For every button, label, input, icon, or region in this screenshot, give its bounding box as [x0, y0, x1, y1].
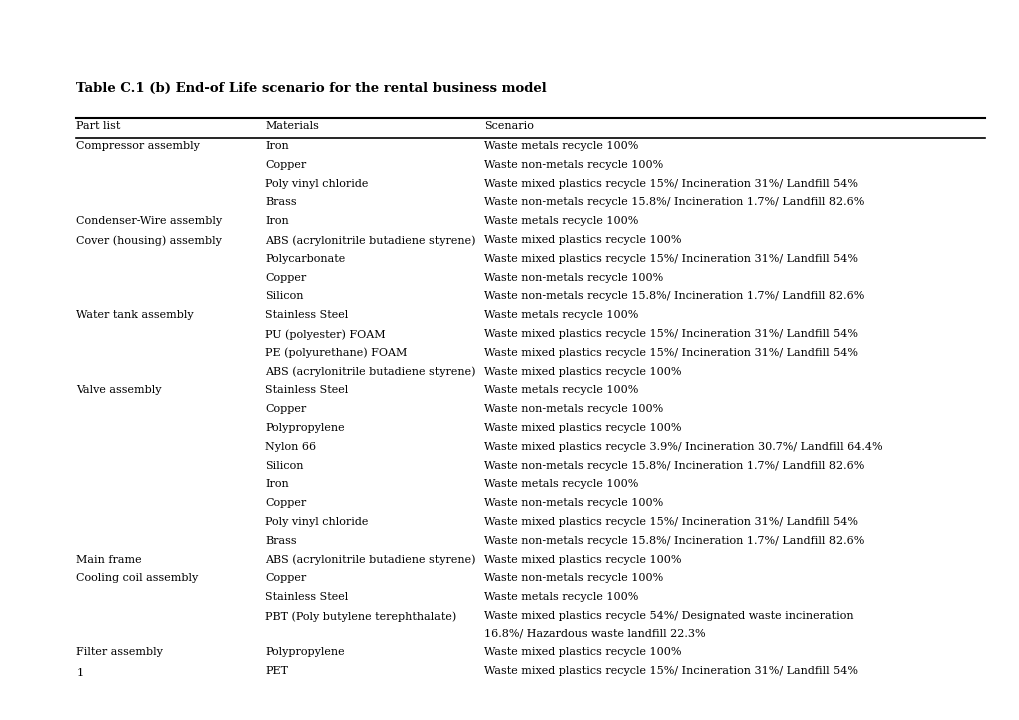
Text: Valve assembly: Valve assembly — [76, 385, 162, 395]
Text: Waste mixed plastics recycle 100%: Waste mixed plastics recycle 100% — [484, 366, 682, 377]
Text: PET: PET — [265, 666, 288, 676]
Text: Waste metals recycle 100%: Waste metals recycle 100% — [484, 310, 638, 320]
Text: Table C.1 (b) End-of Life scenario for the rental business model: Table C.1 (b) End-of Life scenario for t… — [76, 82, 547, 95]
Text: Waste non-metals recycle 100%: Waste non-metals recycle 100% — [484, 273, 663, 282]
Text: Waste metals recycle 100%: Waste metals recycle 100% — [484, 480, 638, 490]
Text: ABS (acrylonitrile butadiene styrene): ABS (acrylonitrile butadiene styrene) — [265, 235, 475, 246]
Text: Copper: Copper — [265, 404, 306, 414]
Text: Waste non-metals recycle 15.8%/ Incineration 1.7%/ Landfill 82.6%: Waste non-metals recycle 15.8%/ Incinera… — [484, 197, 864, 207]
Text: Stainless Steel: Stainless Steel — [265, 385, 348, 395]
Text: Main frame: Main frame — [76, 554, 142, 564]
Text: Iron: Iron — [265, 141, 288, 151]
Text: Copper: Copper — [265, 273, 306, 282]
Text: Waste metals recycle 100%: Waste metals recycle 100% — [484, 141, 638, 151]
Text: Waste mixed plastics recycle 15%/ Incineration 31%/ Landfill 54%: Waste mixed plastics recycle 15%/ Incine… — [484, 517, 858, 527]
Text: Waste mixed plastics recycle 100%: Waste mixed plastics recycle 100% — [484, 554, 682, 564]
Text: 16.8%/ Hazardous waste landfill 22.3%: 16.8%/ Hazardous waste landfill 22.3% — [484, 629, 705, 639]
Text: Cover (housing) assembly: Cover (housing) assembly — [76, 235, 222, 246]
Text: PBT (Poly butylene terephthalate): PBT (Poly butylene terephthalate) — [265, 611, 457, 621]
Text: 1: 1 — [76, 668, 84, 678]
Text: Waste mixed plastics recycle 15%/ Incineration 31%/ Landfill 54%: Waste mixed plastics recycle 15%/ Incine… — [484, 348, 858, 358]
Text: Part list: Part list — [76, 121, 121, 131]
Text: Waste non-metals recycle 15.8%/ Incineration 1.7%/ Landfill 82.6%: Waste non-metals recycle 15.8%/ Incinera… — [484, 536, 864, 546]
Text: Iron: Iron — [265, 480, 288, 490]
Text: Condenser-Wire assembly: Condenser-Wire assembly — [76, 216, 222, 226]
Text: Silicon: Silicon — [265, 461, 304, 471]
Text: Brass: Brass — [265, 536, 297, 546]
Text: Poly vinyl chloride: Poly vinyl chloride — [265, 517, 368, 527]
Text: Waste mixed plastics recycle 100%: Waste mixed plastics recycle 100% — [484, 235, 682, 245]
Text: Stainless Steel: Stainless Steel — [265, 592, 348, 602]
Text: Brass: Brass — [265, 197, 297, 207]
Text: Water tank assembly: Water tank assembly — [76, 310, 194, 320]
Text: Filter assembly: Filter assembly — [76, 647, 163, 657]
Text: Poly vinyl chloride: Poly vinyl chloride — [265, 179, 368, 189]
Text: Waste non-metals recycle 15.8%/ Incineration 1.7%/ Landfill 82.6%: Waste non-metals recycle 15.8%/ Incinera… — [484, 461, 864, 471]
Text: Waste mixed plastics recycle 15%/ Incineration 31%/ Landfill 54%: Waste mixed plastics recycle 15%/ Incine… — [484, 666, 858, 676]
Text: Scenario: Scenario — [484, 121, 534, 131]
Text: Compressor assembly: Compressor assembly — [76, 141, 200, 151]
Text: ABS (acrylonitrile butadiene styrene): ABS (acrylonitrile butadiene styrene) — [265, 366, 475, 377]
Text: Waste non-metals recycle 100%: Waste non-metals recycle 100% — [484, 498, 663, 508]
Text: Polycarbonate: Polycarbonate — [265, 254, 345, 264]
Text: Waste non-metals recycle 100%: Waste non-metals recycle 100% — [484, 160, 663, 170]
Text: Polypropylene: Polypropylene — [265, 423, 344, 433]
Text: Nylon 66: Nylon 66 — [265, 442, 316, 452]
Text: Copper: Copper — [265, 498, 306, 508]
Text: Waste non-metals recycle 100%: Waste non-metals recycle 100% — [484, 573, 663, 583]
Text: Waste mixed plastics recycle 100%: Waste mixed plastics recycle 100% — [484, 423, 682, 433]
Text: PU (polyester) FOAM: PU (polyester) FOAM — [265, 329, 385, 340]
Text: Silicon: Silicon — [265, 292, 304, 302]
Text: Iron: Iron — [265, 216, 288, 226]
Text: Cooling coil assembly: Cooling coil assembly — [76, 573, 199, 583]
Text: Polypropylene: Polypropylene — [265, 647, 344, 657]
Text: Waste metals recycle 100%: Waste metals recycle 100% — [484, 592, 638, 602]
Text: Copper: Copper — [265, 160, 306, 170]
Text: Waste mixed plastics recycle 3.9%/ Incineration 30.7%/ Landfill 64.4%: Waste mixed plastics recycle 3.9%/ Incin… — [484, 442, 882, 452]
Text: Waste non-metals recycle 100%: Waste non-metals recycle 100% — [484, 404, 663, 414]
Text: PE (polyurethane) FOAM: PE (polyurethane) FOAM — [265, 348, 408, 359]
Text: ABS (acrylonitrile butadiene styrene): ABS (acrylonitrile butadiene styrene) — [265, 554, 475, 565]
Text: Waste mixed plastics recycle 15%/ Incineration 31%/ Landfill 54%: Waste mixed plastics recycle 15%/ Incine… — [484, 329, 858, 339]
Text: Stainless Steel: Stainless Steel — [265, 310, 348, 320]
Text: Waste mixed plastics recycle 15%/ Incineration 31%/ Landfill 54%: Waste mixed plastics recycle 15%/ Incine… — [484, 179, 858, 189]
Text: Waste metals recycle 100%: Waste metals recycle 100% — [484, 216, 638, 226]
Text: Materials: Materials — [265, 121, 319, 131]
Text: Waste metals recycle 100%: Waste metals recycle 100% — [484, 385, 638, 395]
Text: Waste mixed plastics recycle 15%/ Incineration 31%/ Landfill 54%: Waste mixed plastics recycle 15%/ Incine… — [484, 254, 858, 264]
Text: Copper: Copper — [265, 573, 306, 583]
Text: Waste non-metals recycle 15.8%/ Incineration 1.7%/ Landfill 82.6%: Waste non-metals recycle 15.8%/ Incinera… — [484, 292, 864, 302]
Text: Waste mixed plastics recycle 54%/ Designated waste incineration: Waste mixed plastics recycle 54%/ Design… — [484, 611, 853, 621]
Text: Waste mixed plastics recycle 100%: Waste mixed plastics recycle 100% — [484, 647, 682, 657]
